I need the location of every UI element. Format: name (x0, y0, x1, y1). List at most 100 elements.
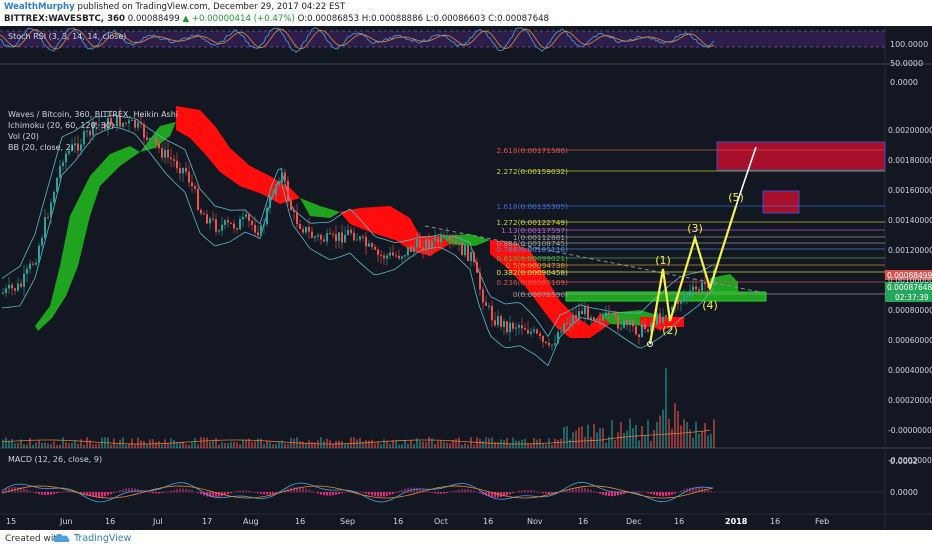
price-scale-label: 0.00100000 (888, 276, 932, 285)
volume-bar (128, 443, 130, 448)
volume-bar (269, 442, 271, 448)
macd-hist-bar (101, 492, 103, 497)
chart-header: WealthMurphy published on TradingView.co… (0, 0, 932, 26)
macd-hist-bar (11, 487, 13, 493)
candle-body (95, 122, 97, 126)
volume-bar (308, 440, 310, 448)
wave-start-point[interactable] (647, 341, 653, 347)
candle-body (275, 184, 277, 196)
volume-bar (392, 440, 394, 448)
macd-hist-bar (38, 492, 40, 495)
tradingview-cloud-icon (53, 534, 70, 542)
volume-bar (236, 442, 238, 448)
volume-bar (557, 439, 559, 448)
candle-body (224, 220, 226, 225)
macd-hist-bar (389, 492, 391, 496)
stoch-scale-0: 0.0000 (890, 78, 918, 87)
bollinger-lower (1, 126, 714, 367)
macd-hist-bar (368, 492, 370, 495)
macd-hist-bar (704, 489, 706, 493)
volume-bar (254, 441, 256, 448)
macd-signal-line (1, 485, 714, 499)
symbol-line: BITTREX:WAVESBTC, 360 0.00088499 ▲ +0.00… (4, 13, 549, 25)
volume-bar (569, 439, 571, 448)
last-price-tag-text: 0.00088499 (887, 271, 932, 280)
trend-line[interactable] (424, 225, 761, 293)
volume-bar (26, 444, 28, 448)
macd-hist-bar (596, 492, 598, 493)
macd-hist-bar (491, 492, 493, 498)
candle-body (257, 232, 259, 236)
macd-hist-bar (17, 487, 19, 493)
macd-hist-bar (440, 492, 442, 494)
macd-hist-bar (416, 487, 418, 493)
candle-body (137, 122, 139, 128)
volume-bar (632, 428, 634, 448)
candle-body (23, 273, 25, 287)
volume-bar (338, 440, 340, 448)
macd-hist-bar (689, 487, 691, 493)
fib-extension[interactable]: 2.618(0.00171586) 2.272(0.00159032) 1.618(… (496, 146, 885, 299)
macd-hist-bar (488, 492, 490, 497)
time-axis-label: Dec (626, 517, 642, 526)
volume-bar (695, 421, 697, 448)
macd-hist-bar (545, 492, 547, 494)
elliott-wave-path[interactable] (648, 205, 738, 345)
tradingview-brand[interactable]: TradingView (52, 532, 131, 544)
volume-bar (554, 438, 556, 448)
volume-bar (506, 438, 508, 448)
candle-body (503, 321, 505, 327)
volume-bar (668, 418, 670, 448)
candle-body (680, 300, 682, 304)
macd-hist-bar (386, 492, 388, 496)
candle-body (551, 344, 553, 346)
author-link[interactable]: WealthMurphy (4, 2, 75, 12)
countdown-tag (885, 292, 932, 302)
volume-bar (461, 444, 463, 448)
candle-body (545, 341, 547, 344)
chart-area[interactable]: 2.618(0.00171586) 2.272(0.00159032) 1.618(… (0, 26, 932, 530)
target-zone-lower[interactable] (762, 190, 800, 214)
candle-body (107, 118, 109, 130)
macd-hist-bar (98, 492, 100, 498)
fib-level-label: 0.886(0.00108745) (496, 239, 568, 248)
volume-bar (473, 444, 475, 448)
macd-hist-bar (581, 487, 583, 493)
candle-body (272, 195, 274, 197)
candle-body (89, 131, 91, 136)
volume-bar (320, 437, 322, 448)
chart-canvas[interactable]: 2.618(0.00171586) 2.272(0.00159032) 1.618(… (0, 26, 932, 530)
candle-body (203, 213, 205, 215)
macd-hist-bar (107, 492, 109, 496)
candle-body (608, 312, 610, 315)
volume-bar (605, 442, 607, 448)
candle-body (566, 323, 568, 325)
candle-body (293, 210, 295, 213)
volume-bar (599, 427, 601, 448)
candle-body (404, 255, 406, 257)
candle-body (626, 319, 628, 325)
candle-body (86, 131, 88, 133)
target-zone-upper[interactable] (716, 141, 886, 171)
volume-bar (23, 444, 25, 448)
volume-bar (524, 438, 526, 448)
macd-hist-bar (494, 492, 496, 498)
macd-hist-bar (572, 488, 574, 493)
volume-bar (458, 437, 460, 448)
volume-bar (440, 439, 442, 448)
volume-bar (614, 440, 616, 448)
candle-body (587, 306, 589, 320)
fib-level-label: 0.5(0.00094738) (506, 261, 568, 270)
candle-body (263, 224, 265, 226)
fib-level-label: 1.13(0.00117597) (501, 226, 568, 235)
macd-hist-bar (218, 492, 220, 497)
macd-hist-bar (593, 490, 595, 493)
macd-hist-bar (335, 492, 337, 495)
projection-line[interactable] (735, 146, 757, 207)
macd-hist-bar (503, 492, 505, 497)
candle-body (386, 255, 388, 259)
candle-body (146, 137, 148, 141)
candle-body (59, 166, 61, 178)
volume-bar (245, 440, 247, 448)
wave-label: (5) (728, 191, 744, 204)
